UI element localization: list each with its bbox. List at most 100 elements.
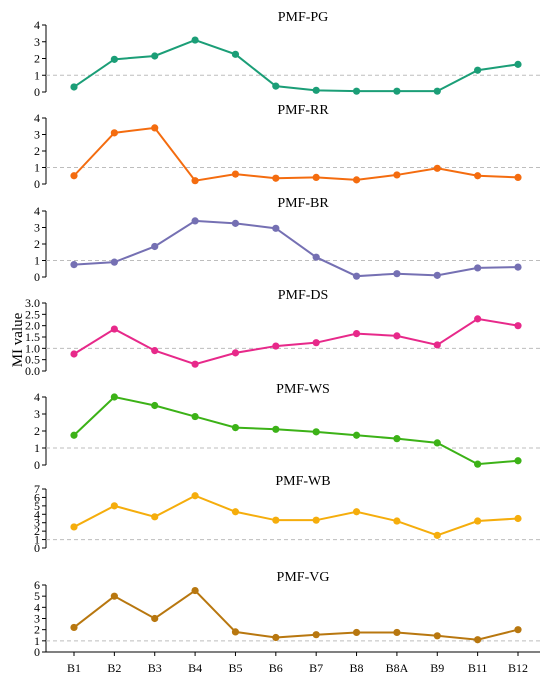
y-tick-label: 1 — [34, 254, 40, 268]
data-point — [231, 349, 240, 357]
data-point — [191, 412, 199, 421]
data-point — [272, 224, 280, 232]
y-tick-label: 1 — [34, 161, 40, 175]
y-tick-label: 0 — [34, 85, 40, 99]
data-point — [231, 170, 240, 178]
y-tick-label: 4 — [34, 507, 40, 521]
x-tick-label: B6 — [269, 661, 283, 675]
x-tick-label: B8 — [350, 661, 364, 675]
data-point — [312, 516, 320, 524]
x-tick-label: B2 — [107, 661, 121, 675]
data-point — [474, 460, 482, 468]
y-tick-label: 7 — [34, 482, 40, 496]
y-tick-label: 2 — [34, 623, 40, 637]
y-tick-label: 2 — [34, 524, 40, 538]
panel-title: PMF-RR — [277, 103, 329, 118]
data-point — [312, 428, 320, 436]
data-point — [191, 217, 199, 225]
data-point — [272, 633, 280, 642]
data-point — [231, 628, 240, 636]
data-point — [231, 424, 240, 432]
y-tick-label: 6 — [34, 578, 40, 592]
y-tick-label: 0 — [34, 270, 40, 284]
data-point — [514, 263, 522, 271]
y-tick-label: 3 — [34, 128, 40, 142]
panel-title: PMF-WS — [276, 382, 330, 397]
series-line — [73, 494, 519, 537]
y-tick-label: 4 — [34, 600, 40, 614]
series-line — [73, 317, 519, 366]
y-tick-label: 4 — [34, 390, 40, 404]
y-tick-label: 4 — [34, 111, 40, 125]
data-point — [191, 586, 199, 595]
data-point — [272, 342, 280, 350]
chart-panels: PMF-PG01234PMF-RR01234PMF-BR01234PMF-DS0… — [25, 10, 540, 659]
x-tick-label: B12 — [508, 661, 528, 675]
x-tick-label: B4 — [188, 661, 202, 675]
panel-pmf-ds: PMF-DS 0.00.51.01.52.02.53.0 — [25, 288, 540, 378]
data-point — [110, 502, 118, 510]
data-point — [231, 508, 240, 516]
y-tick-label: 1 — [34, 441, 40, 455]
data-point — [70, 172, 78, 180]
data-point — [393, 87, 401, 95]
y-tick-label: 3 — [34, 407, 40, 421]
panel-title: PMF-BR — [277, 196, 329, 211]
y-tick-label: 2 — [34, 52, 40, 66]
y-tick-label: 1 — [34, 634, 40, 648]
x-tick-label: B8A — [386, 661, 409, 675]
data-point — [474, 264, 482, 272]
data-point — [110, 258, 118, 266]
y-tick-label: 0 — [34, 541, 40, 555]
data-point — [272, 425, 280, 433]
data-point — [191, 36, 199, 44]
data-point — [151, 124, 159, 132]
x-tick-label: B1 — [67, 661, 81, 675]
data-point — [151, 242, 159, 251]
data-point — [433, 632, 441, 640]
x-tick-label: B11 — [468, 661, 488, 675]
data-point — [393, 270, 401, 278]
y-tick-label: 2.5 — [25, 307, 40, 321]
panel-title: PMF-VG — [277, 570, 330, 585]
series-line — [73, 589, 519, 641]
y-tick-label: 4 — [34, 204, 40, 218]
series-line — [73, 395, 519, 466]
data-point — [433, 87, 441, 95]
data-point — [151, 614, 159, 623]
y-tick-label: 6 — [34, 490, 40, 504]
data-point — [514, 60, 522, 68]
data-point — [352, 628, 361, 637]
panel-pmf-pg: PMF-PG 0 1 2 3 4 — [34, 10, 540, 99]
y-tick-label: 3 — [34, 516, 40, 530]
panel-pmf-rr: PMF-RR 0 1 2 3 4 — [34, 103, 540, 191]
x-axis: B1 B2 B3 B4 B5 B6 B7 B8 B8A B9 B11 B12 — [46, 651, 540, 675]
data-point — [352, 431, 361, 439]
data-point — [393, 435, 401, 443]
data-point — [393, 628, 401, 637]
panel-title: PMF-PG — [278, 10, 329, 25]
data-point — [110, 592, 118, 600]
data-point — [151, 513, 159, 521]
data-point — [231, 219, 240, 227]
data-point — [70, 350, 78, 358]
y-tick-label: 3 — [34, 221, 40, 235]
data-point — [474, 315, 482, 323]
data-point — [433, 164, 441, 172]
data-point — [231, 50, 240, 58]
series-line — [73, 219, 519, 278]
y-tick-label: 0 — [34, 645, 40, 659]
x-tick-label: B9 — [430, 661, 444, 675]
data-point — [352, 272, 361, 280]
data-point — [433, 531, 441, 539]
data-point — [352, 508, 361, 516]
y-tick-label: 2 — [34, 424, 40, 438]
data-point — [312, 339, 320, 347]
data-point — [151, 52, 159, 60]
y-tick-label: 1 — [34, 533, 40, 547]
data-point — [70, 623, 78, 632]
y-tick-label: 1.0 — [25, 341, 40, 355]
